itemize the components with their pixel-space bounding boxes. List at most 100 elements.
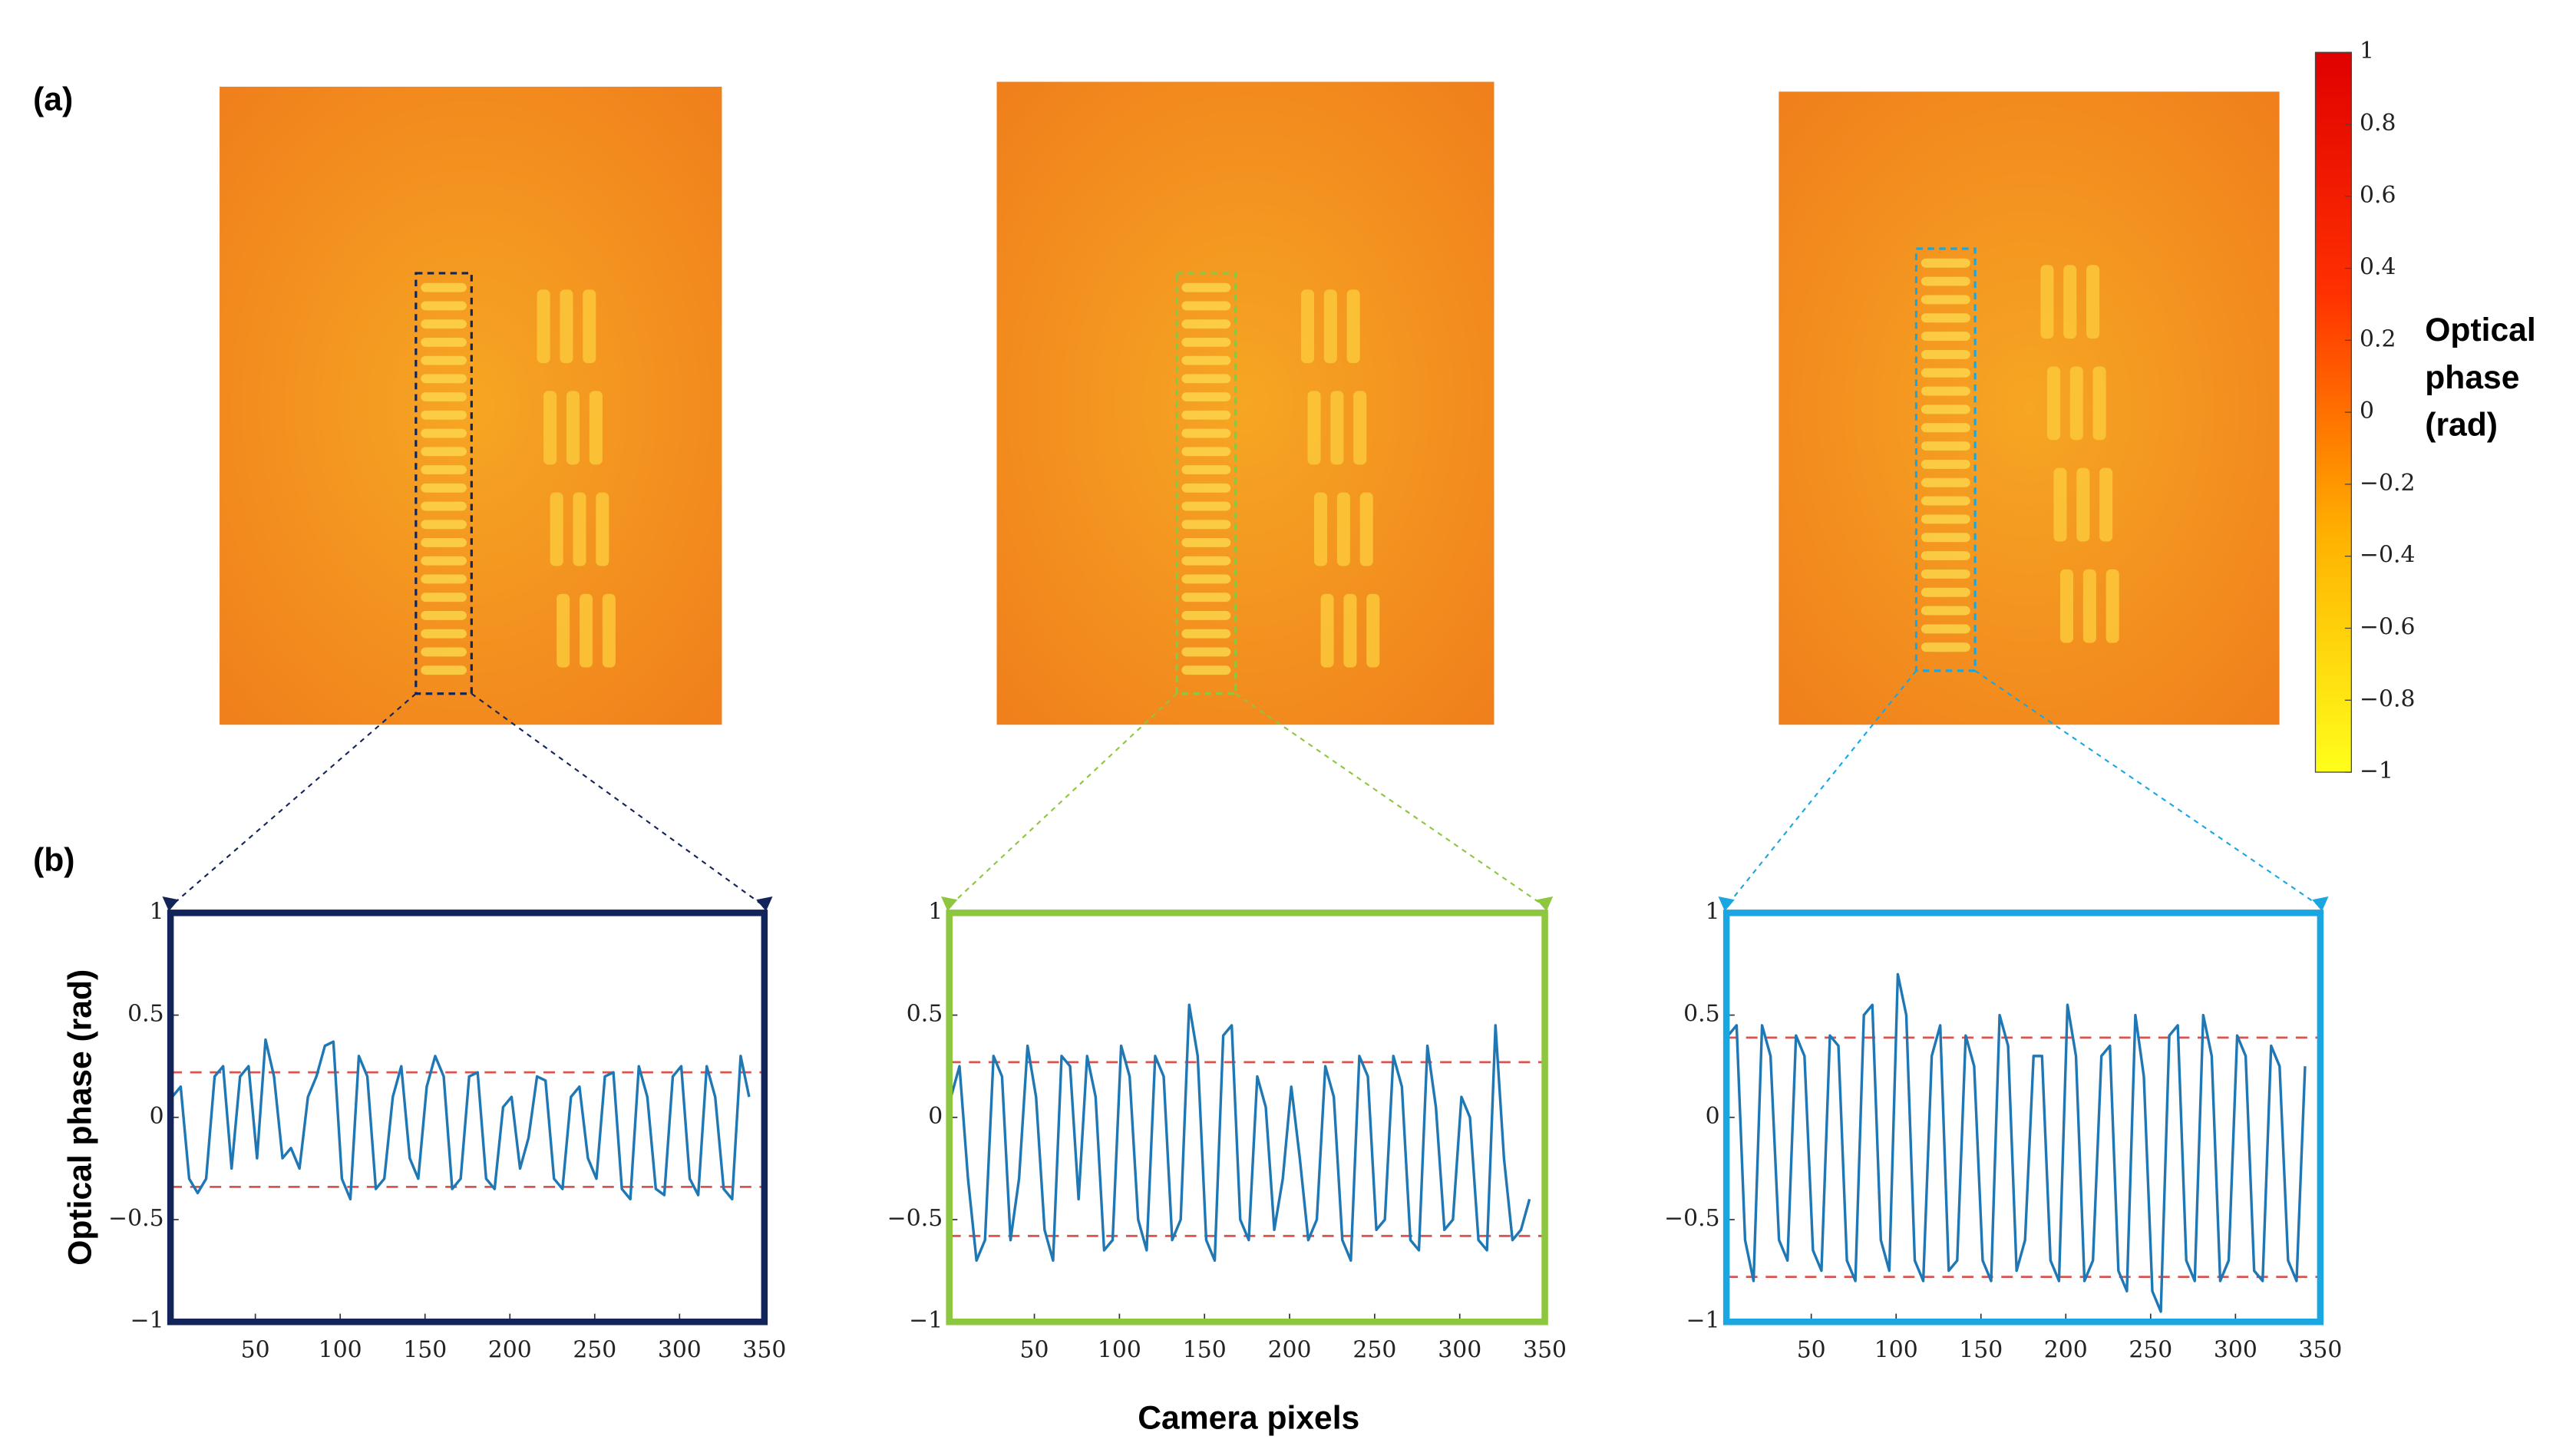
image-stripe xyxy=(1181,556,1231,566)
colorbar-tick-label: 0.6 xyxy=(2360,182,2396,209)
x-tick-label: 300 xyxy=(1438,1337,1481,1364)
image-bar xyxy=(1359,492,1373,566)
image-stripe xyxy=(1181,319,1231,329)
image-stripe xyxy=(1181,447,1231,457)
x-tick-label: 150 xyxy=(1183,1337,1227,1364)
colorbar-tick-label: −0.2 xyxy=(2360,470,2415,497)
image-stripe xyxy=(1181,593,1231,603)
x-tick-label: 200 xyxy=(488,1337,532,1364)
image-stripe xyxy=(1181,355,1231,365)
image-stripe xyxy=(1921,368,1970,378)
image-stripe xyxy=(421,355,467,365)
colorbar-tick-label: −0.6 xyxy=(2360,613,2415,640)
colorbar-label: phase xyxy=(2425,359,2519,396)
image-stripe xyxy=(421,665,467,675)
y-tick-label: 1 xyxy=(928,898,943,925)
image-bar xyxy=(2082,569,2096,643)
image-stripe xyxy=(1181,665,1231,675)
image-bar xyxy=(1320,593,1334,668)
image-bar xyxy=(2105,569,2119,643)
image-bar xyxy=(1366,593,1380,668)
y-tick-label: 0.5 xyxy=(907,1001,943,1028)
image-stripe xyxy=(1921,441,1970,451)
image-stripe xyxy=(1921,624,1970,634)
image-stripe xyxy=(1181,392,1231,402)
roi-box xyxy=(414,272,473,695)
y-tick-label: −0.5 xyxy=(1664,1205,1719,1232)
image-stripe xyxy=(1181,611,1231,620)
image-stripe xyxy=(421,447,467,457)
image-stripe xyxy=(421,629,467,639)
image-stripe xyxy=(1921,313,1970,323)
image-stripe xyxy=(1921,496,1970,506)
colorbar-tick-label: −0.4 xyxy=(2360,542,2415,569)
image-bar xyxy=(2053,467,2067,542)
colorbar-tick-label: 0.4 xyxy=(2360,254,2396,281)
y-tick-label: 0 xyxy=(150,1103,164,1130)
image-bar xyxy=(579,593,593,668)
image-stripe xyxy=(1181,647,1231,657)
image-stripe xyxy=(1181,520,1231,530)
roi-box xyxy=(1175,272,1237,695)
image-bar xyxy=(2092,366,2106,441)
y-tick-label: 0.5 xyxy=(1683,1001,1719,1028)
image-stripe xyxy=(421,538,467,547)
image-stripe xyxy=(1181,428,1231,438)
image-stripe xyxy=(421,428,467,438)
x-tick-label: 200 xyxy=(2044,1337,2088,1364)
y-axis-label: Optical phase (rad) xyxy=(61,969,98,1266)
x-axis-label: Camera pixels xyxy=(1138,1399,1359,1436)
image-stripe xyxy=(421,520,467,530)
image-bar xyxy=(589,391,603,465)
y-tick-label: −0.5 xyxy=(108,1205,163,1232)
x-tick-label: 200 xyxy=(1268,1337,1312,1364)
panel-label: (a) xyxy=(33,81,73,117)
y-tick-label: −1 xyxy=(1686,1307,1720,1334)
image-stripe xyxy=(421,301,467,311)
image-stripe xyxy=(1921,258,1970,268)
image-bar xyxy=(596,492,609,566)
image-stripe xyxy=(421,574,467,584)
image-bar xyxy=(2059,569,2074,643)
image-bar xyxy=(2069,366,2083,441)
x-tick-label: 350 xyxy=(2298,1337,2342,1364)
image-stripe xyxy=(1921,477,1970,487)
image-bar xyxy=(2076,467,2090,542)
image-bar xyxy=(1307,391,1321,465)
image-stripe xyxy=(421,392,467,402)
image-bar xyxy=(1300,289,1315,364)
arrowhead xyxy=(756,896,773,912)
image-stripe xyxy=(1181,282,1231,292)
y-tick-label: 0 xyxy=(928,1103,943,1130)
x-tick-label: 350 xyxy=(742,1337,786,1364)
image-stripe xyxy=(421,374,467,384)
x-tick-label: 50 xyxy=(241,1337,270,1364)
x-tick-label: 350 xyxy=(1523,1337,1567,1364)
connector xyxy=(471,692,765,907)
connector xyxy=(1235,692,1546,907)
image-stripe xyxy=(421,337,467,347)
y-tick-label: 1 xyxy=(150,898,164,925)
image-bar xyxy=(1353,391,1367,465)
plot-frame xyxy=(167,910,768,1326)
data-line xyxy=(1727,972,2307,1313)
phase-image xyxy=(1779,91,2280,725)
image-stripe xyxy=(1181,574,1231,584)
image-stripe xyxy=(1921,276,1970,286)
image-bar xyxy=(2099,467,2113,542)
image-stripe xyxy=(1921,404,1970,414)
y-tick-label: −0.5 xyxy=(887,1205,943,1232)
image-stripe xyxy=(1181,629,1231,639)
x-tick-label: 50 xyxy=(1797,1337,1826,1364)
x-tick-label: 250 xyxy=(1352,1337,1396,1364)
image-stripe xyxy=(421,410,467,420)
y-tick-label: 0 xyxy=(1706,1103,1720,1130)
connector xyxy=(948,692,1177,907)
connector xyxy=(1726,670,1917,907)
data-line xyxy=(950,1003,1531,1262)
roi-box xyxy=(1914,247,1977,672)
connector xyxy=(1974,670,2321,907)
colorbar-tick-label: 0.8 xyxy=(2360,110,2396,137)
panel-label: (b) xyxy=(33,842,74,879)
image-stripe xyxy=(421,611,467,620)
